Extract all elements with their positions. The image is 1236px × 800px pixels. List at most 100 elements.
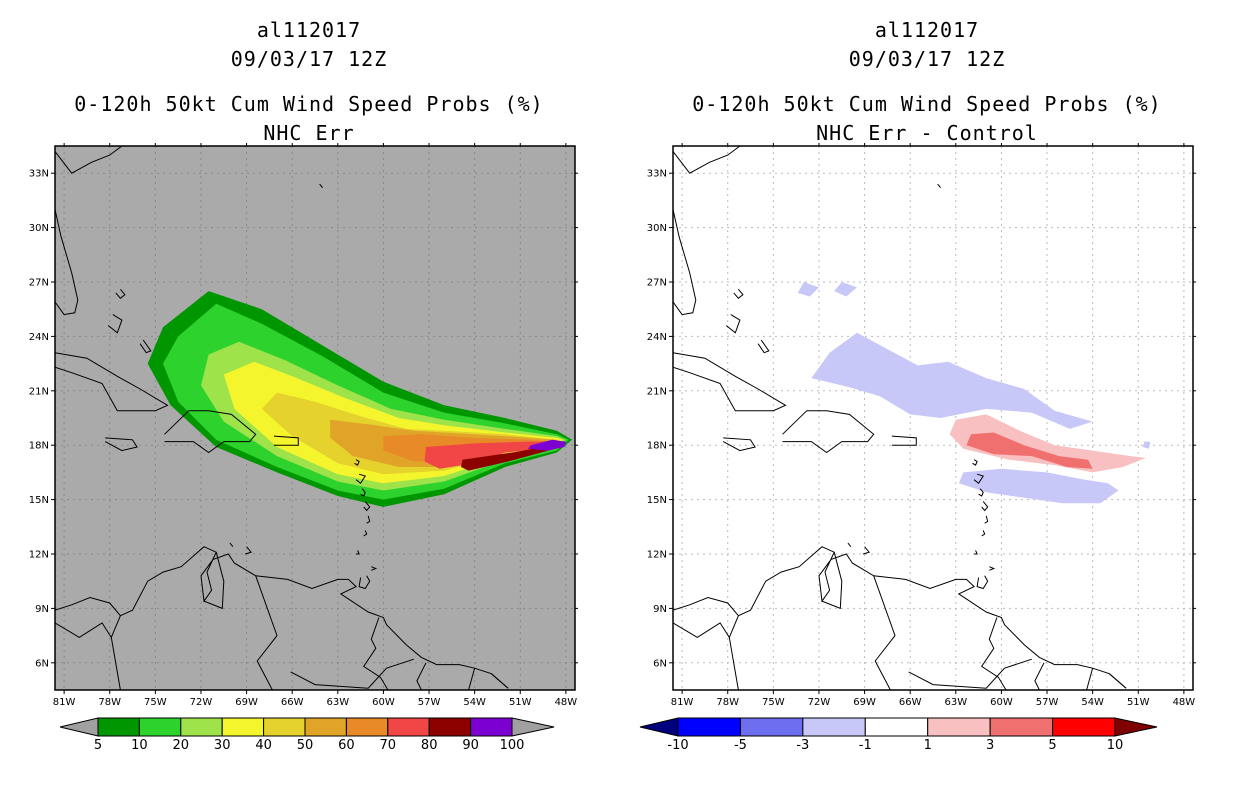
lon-tick-label: 75W <box>762 697 785 708</box>
lon-tick-label: 69W <box>853 697 876 708</box>
coastline <box>1034 662 1045 690</box>
lon-tick-label: 72W <box>190 697 213 708</box>
lat-tick-label: 21N <box>647 386 667 397</box>
colorbar-label: 3 <box>986 738 994 753</box>
colorbar-swatch <box>97 717 140 737</box>
lon-tick-label: 51W <box>509 697 532 708</box>
coastline <box>55 352 169 412</box>
coastline <box>847 542 852 548</box>
contour-level-90 <box>527 439 566 451</box>
map-frame <box>54 145 576 691</box>
colorbar-over-arrow <box>1114 717 1158 737</box>
coastline <box>203 552 225 610</box>
difference-map: 81W 78W 75W 72W 69W 66W 63W 60W 57W 54W 51W 48W 33N 3… <box>639 143 1196 753</box>
lon-tick-label: 54W <box>1081 697 1104 708</box>
coastline <box>255 575 278 690</box>
coastline <box>1109 673 1127 689</box>
coastline <box>354 459 360 466</box>
lon-tick-label: 60W <box>990 697 1013 708</box>
chart-subtitle: NHC Err <box>263 121 355 145</box>
coastline <box>908 658 1032 689</box>
coastline <box>356 550 360 555</box>
colorbar-swatch <box>927 717 991 737</box>
colorbar-swatch <box>864 717 929 737</box>
coastline <box>491 673 509 689</box>
chart-subtitle: NHC Err - Control <box>816 121 1038 145</box>
colorbar-label: -5 <box>734 738 747 753</box>
coastline <box>366 515 371 524</box>
coastline <box>981 530 986 537</box>
coastline <box>862 546 870 555</box>
colorbar-under-arrow <box>639 717 679 737</box>
coastline <box>981 617 1007 690</box>
coastline <box>164 410 257 454</box>
contour-level--3 <box>1142 441 1151 449</box>
colorbar-swatch <box>989 717 1054 737</box>
coastline <box>891 435 917 446</box>
storm-id-title: al112017 <box>256 18 362 42</box>
lat-tick-label: 33N <box>29 169 49 180</box>
coastline <box>673 209 697 316</box>
lon-tick-label: 51W <box>1127 697 1150 708</box>
coastline <box>55 146 123 174</box>
colorbar-label: 20 <box>173 738 190 753</box>
colorbar-under-arrow <box>59 717 99 737</box>
coastline <box>757 339 770 354</box>
colorbar-label: 10 <box>131 738 148 753</box>
storm-id-title: al112017 <box>874 18 980 42</box>
lat-tick-label: 12N <box>29 550 49 561</box>
lat-tick-label: 15N <box>647 495 667 506</box>
colorbar-label: 100 <box>500 738 525 753</box>
lat-tick-label: 9N <box>35 604 49 615</box>
lon-tick-label: 48W <box>1173 697 1196 708</box>
lat-tick-label: 12N <box>647 550 667 561</box>
coastline <box>782 410 875 454</box>
coastline <box>738 546 1127 689</box>
colorbar-label: 40 <box>255 738 272 753</box>
contour-level--3 <box>797 282 819 297</box>
lon-tick-label: 75W <box>144 697 167 708</box>
colorbar-swatch <box>677 717 741 737</box>
coastline <box>976 575 989 590</box>
map-frame <box>672 145 1194 691</box>
coastline <box>55 209 79 316</box>
colorbar-swatch <box>263 717 306 737</box>
lat-tick-label: 21N <box>29 386 49 397</box>
colorbar-swatch <box>470 717 513 737</box>
coastline <box>319 183 323 189</box>
contour-level-70 <box>424 441 557 469</box>
chart-title: 0-120h 50kt Cum Wind Speed Probs (%) <box>692 92 1162 116</box>
lon-tick-label: 63W <box>944 697 967 708</box>
coastline <box>416 662 427 690</box>
lat-tick-label: 18N <box>29 441 49 452</box>
datetime-title: 09/03/17 12Z <box>848 47 1006 71</box>
coastline <box>821 552 843 610</box>
lat-tick-label: 30N <box>647 223 667 234</box>
lon-tick-label: 69W <box>235 697 258 708</box>
contour-level-3 <box>966 432 1093 469</box>
coastline <box>107 314 123 334</box>
colorbar-swatch <box>387 717 430 737</box>
coastline <box>722 437 756 452</box>
coastline <box>937 183 941 189</box>
lon-tick-label: 81W <box>53 697 76 708</box>
contour-level-1 <box>949 414 1146 473</box>
coastline <box>115 288 126 299</box>
lat-tick-label: 33N <box>647 169 667 180</box>
lat-tick-label: 6N <box>653 658 667 669</box>
lat-tick-label: 9N <box>653 604 667 615</box>
lat-tick-label: 15N <box>29 495 49 506</box>
coastline <box>468 668 476 690</box>
contour-level--3 <box>958 468 1119 504</box>
lon-tick-label: 78W <box>716 697 739 708</box>
colorbar-label: 5 <box>1048 738 1056 753</box>
coastline <box>673 352 787 412</box>
datetime-title: 09/03/17 12Z <box>230 47 388 71</box>
colorbar-swatch <box>345 717 389 737</box>
colorbar-label: 50 <box>297 738 314 753</box>
map-background <box>673 146 1193 690</box>
lon-tick-label: 63W <box>326 697 349 708</box>
chart-title: 0-120h 50kt Cum Wind Speed Probs (%) <box>74 92 544 116</box>
colorbar-swatch <box>180 717 223 737</box>
coastline <box>273 435 299 446</box>
